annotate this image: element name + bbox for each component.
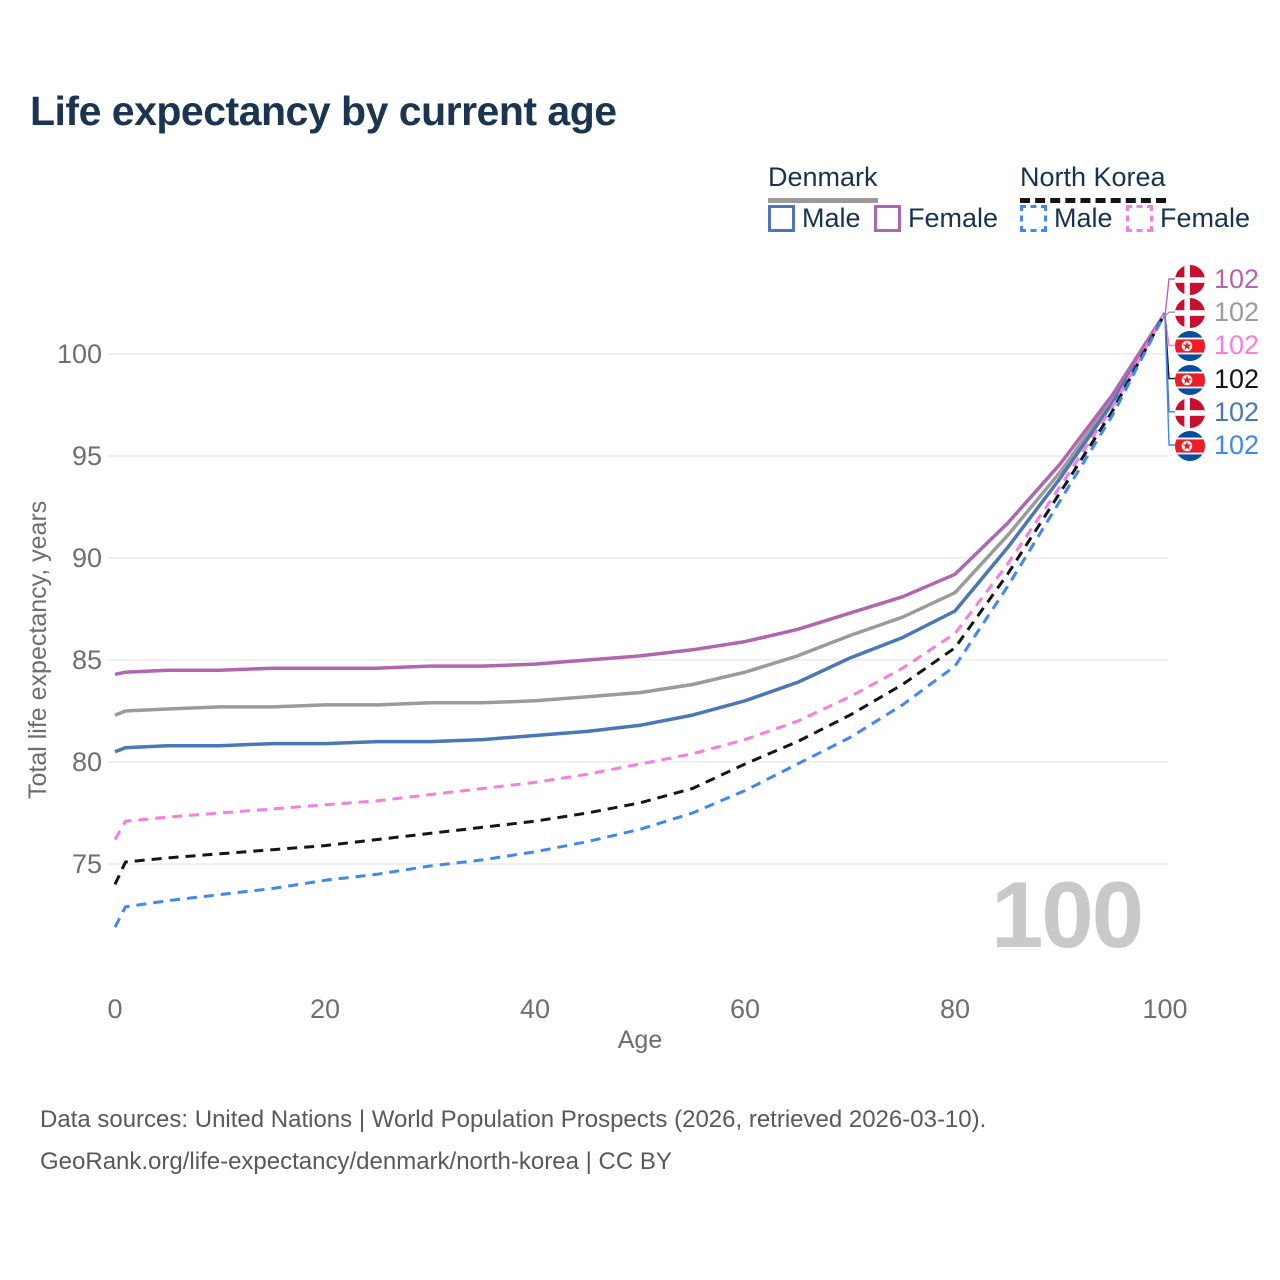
end-label-value: 102 xyxy=(1214,264,1260,294)
x-axis-title: Age xyxy=(617,1026,663,1054)
end-label-connector xyxy=(1164,311,1175,317)
legend-item-label: Female xyxy=(1160,203,1251,233)
series-line-north-korea-both-sexes xyxy=(113,312,1167,886)
end-label-connector xyxy=(1164,278,1175,317)
end-label-value: 102 xyxy=(1214,430,1260,460)
legend-item-label: Male xyxy=(1054,203,1113,233)
north-korea-flag-icon xyxy=(1175,364,1205,395)
series-line-denmark-female xyxy=(114,312,1167,677)
legend-item-north-korea-male[interactable]: Male xyxy=(1020,203,1113,234)
footer-data-sources: Data sources: United Nations | World Pop… xyxy=(40,1106,987,1133)
denmark-male-swatch-icon xyxy=(768,205,795,232)
legend-group-north-korea[interactable]: North Korea xyxy=(1020,162,1166,203)
age-counter-watermark: 100 xyxy=(991,862,1144,967)
x-tick-label: 100 xyxy=(1142,994,1187,1024)
end-label-north-korea-male: 102 xyxy=(1175,430,1259,461)
north-korea-female-swatch-icon xyxy=(1126,205,1153,232)
denmark-flag-icon xyxy=(1175,264,1205,295)
end-label-connector xyxy=(1164,316,1175,347)
series-line-denmark-male xyxy=(114,312,1167,754)
x-tick-label: 0 xyxy=(107,994,122,1024)
x-tick-label: 60 xyxy=(730,994,760,1024)
north-korea-flag-icon xyxy=(1175,330,1205,361)
end-label-value: 102 xyxy=(1214,297,1260,327)
denmark-flag-icon xyxy=(1175,297,1205,328)
end-label-value: 102 xyxy=(1214,397,1260,427)
legend-group-denmark[interactable]: Denmark xyxy=(768,162,878,203)
series-line-denmark-both-sexes xyxy=(114,312,1167,717)
end-label-north-korea-female: 102 xyxy=(1175,330,1259,361)
end-label-denmark-both-sexes: 102 xyxy=(1175,297,1259,328)
legend-item-label: Male xyxy=(802,203,861,233)
footer-attribution: GeoRank.org/life-expectancy/denmark/nort… xyxy=(40,1148,672,1175)
y-tick-label: 75 xyxy=(72,849,102,879)
y-tick-label: 85 xyxy=(72,645,102,675)
end-label-north-korea-both-sexes: 102 xyxy=(1175,364,1259,395)
end-label-denmark-male: 102 xyxy=(1175,397,1259,428)
x-tick-label: 80 xyxy=(940,994,970,1024)
end-label-denmark-female: 102 xyxy=(1175,264,1259,295)
y-tick-label: 80 xyxy=(72,747,102,777)
legend-item-denmark-female[interactable]: Female xyxy=(874,203,998,234)
y-axis-title: Total life expectancy, years xyxy=(24,500,52,800)
y-tick-label: 95 xyxy=(72,441,102,471)
legend-item-north-korea-female[interactable]: Female xyxy=(1126,203,1250,234)
legend-item-denmark-male[interactable]: Male xyxy=(768,203,861,234)
x-tick-label: 40 xyxy=(520,994,550,1024)
page-title: Life expectancy by current age xyxy=(30,88,617,134)
denmark-female-swatch-icon xyxy=(874,205,901,232)
series-line-north-korea-male xyxy=(113,312,1167,928)
north-korea-flag-icon xyxy=(1175,430,1205,461)
denmark-flag-icon xyxy=(1175,397,1205,428)
series-line-north-korea-female xyxy=(113,312,1167,841)
x-tick-label: 20 xyxy=(310,994,340,1024)
end-label-value: 102 xyxy=(1214,330,1260,360)
y-tick-label: 100 xyxy=(57,339,102,369)
y-tick-label: 90 xyxy=(72,543,102,573)
north-korea-male-swatch-icon xyxy=(1020,205,1047,232)
end-label-value: 102 xyxy=(1214,364,1260,394)
legend-item-label: Female xyxy=(908,203,999,233)
end-label-connector xyxy=(1164,316,1175,446)
